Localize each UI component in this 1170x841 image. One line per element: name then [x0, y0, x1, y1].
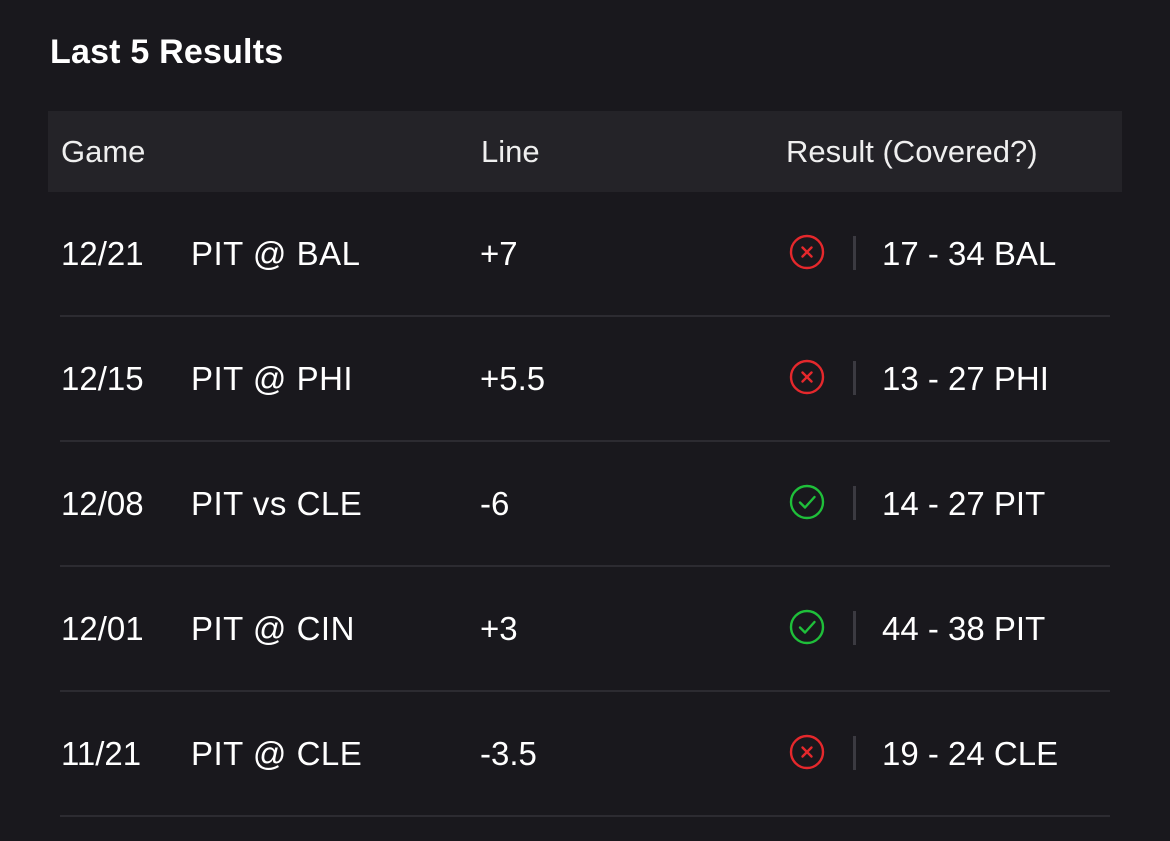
table-row: 12/15 PIT @ PHI +5.5 13 - 27 PHI [60, 317, 1110, 442]
header-game: Game [61, 134, 146, 169]
table-row: 12/01 PIT @ CIN +3 44 - 38 PIT [60, 567, 1110, 692]
results-table: Game Line Result (Covered?) 12/21 PIT @ … [48, 111, 1122, 817]
game-score: 44 - 38 PIT [882, 610, 1046, 647]
game-date: 12/15 [61, 360, 144, 397]
panel-title: Last 5 Results [50, 33, 284, 71]
game-date: 11/21 [61, 735, 142, 772]
game-matchup: PIT @ PHI [191, 360, 354, 397]
result-divider [853, 736, 856, 770]
game-line: -6 [480, 485, 510, 522]
game-score: 19 - 24 CLE [882, 735, 1059, 772]
result-divider [853, 236, 856, 270]
result-divider [853, 361, 856, 395]
table-row: 11/21 PIT @ CLE -3.5 19 - 24 CLE [60, 692, 1110, 817]
game-matchup: PIT @ CIN [191, 610, 355, 647]
game-score: 14 - 27 PIT [882, 485, 1046, 522]
table-row: 12/08 PIT vs CLE -6 14 - 27 PIT [60, 442, 1110, 567]
check-circle-icon [789, 609, 825, 645]
table-header: Game Line Result (Covered?) [48, 111, 1122, 192]
game-score: 17 - 34 BAL [882, 235, 1057, 272]
x-circle-icon [789, 359, 825, 395]
x-circle-icon [789, 734, 825, 770]
game-line: -3.5 [480, 735, 537, 772]
result-divider [853, 486, 856, 520]
result-divider [853, 611, 856, 645]
game-date: 12/01 [61, 610, 144, 647]
game-line: +3 [480, 610, 518, 647]
game-date: 12/08 [61, 485, 144, 522]
game-matchup: PIT @ BAL [191, 235, 361, 272]
table-row: 12/21 PIT @ BAL +7 17 - 34 BAL [60, 192, 1110, 317]
header-result: Result (Covered?) [786, 134, 1038, 169]
game-matchup: PIT @ CLE [191, 735, 363, 772]
game-matchup: PIT vs CLE [191, 485, 363, 522]
game-line: +5.5 [480, 360, 546, 397]
x-circle-icon [789, 234, 825, 270]
header-line: Line [481, 134, 540, 169]
game-line: +7 [480, 235, 518, 272]
check-circle-icon [789, 484, 825, 520]
game-date: 12/21 [61, 235, 144, 272]
game-score: 13 - 27 PHI [882, 360, 1049, 397]
